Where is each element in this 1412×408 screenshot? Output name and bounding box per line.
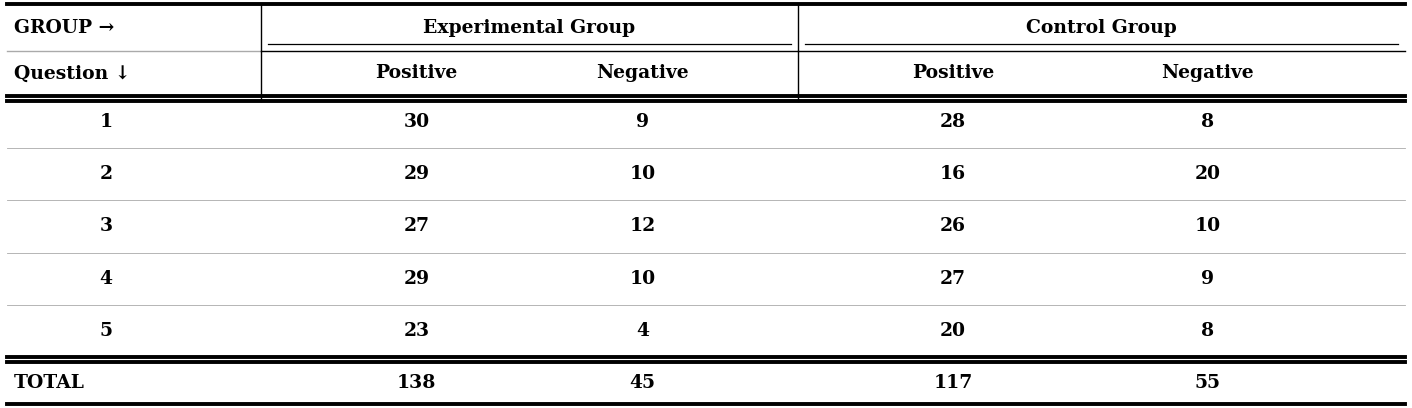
Text: 20: 20 bbox=[1195, 165, 1220, 183]
Text: GROUP →: GROUP → bbox=[14, 18, 114, 37]
Text: 8: 8 bbox=[1200, 322, 1214, 340]
Text: 8: 8 bbox=[1200, 113, 1214, 131]
Text: 20: 20 bbox=[940, 322, 966, 340]
Text: 28: 28 bbox=[940, 113, 966, 131]
Text: 27: 27 bbox=[940, 270, 966, 288]
Text: 5: 5 bbox=[99, 322, 113, 340]
Text: 10: 10 bbox=[630, 270, 655, 288]
Text: Positive: Positive bbox=[376, 64, 457, 82]
Text: Negative: Negative bbox=[1161, 64, 1254, 82]
Text: 12: 12 bbox=[630, 217, 655, 235]
Text: 16: 16 bbox=[940, 165, 966, 183]
Text: 27: 27 bbox=[404, 217, 429, 235]
Text: Control Group: Control Group bbox=[1027, 18, 1176, 37]
Text: Positive: Positive bbox=[912, 64, 994, 82]
Text: Question ↓: Question ↓ bbox=[14, 64, 131, 82]
Text: 1: 1 bbox=[99, 113, 113, 131]
Text: 3: 3 bbox=[99, 217, 113, 235]
Text: 29: 29 bbox=[404, 165, 429, 183]
Text: 9: 9 bbox=[1200, 270, 1214, 288]
Text: 138: 138 bbox=[397, 374, 436, 392]
Text: 2: 2 bbox=[99, 165, 113, 183]
Text: 55: 55 bbox=[1195, 374, 1220, 392]
Text: 26: 26 bbox=[940, 217, 966, 235]
Text: TOTAL: TOTAL bbox=[14, 374, 85, 392]
Text: 10: 10 bbox=[1195, 217, 1220, 235]
Text: 4: 4 bbox=[99, 270, 113, 288]
Text: 9: 9 bbox=[635, 113, 650, 131]
Text: Negative: Negative bbox=[596, 64, 689, 82]
Text: 30: 30 bbox=[404, 113, 429, 131]
Text: Experimental Group: Experimental Group bbox=[424, 18, 635, 37]
Text: 23: 23 bbox=[404, 322, 429, 340]
Text: 29: 29 bbox=[404, 270, 429, 288]
Text: 117: 117 bbox=[933, 374, 973, 392]
Text: 45: 45 bbox=[630, 374, 655, 392]
Text: 4: 4 bbox=[635, 322, 650, 340]
Text: 10: 10 bbox=[630, 165, 655, 183]
